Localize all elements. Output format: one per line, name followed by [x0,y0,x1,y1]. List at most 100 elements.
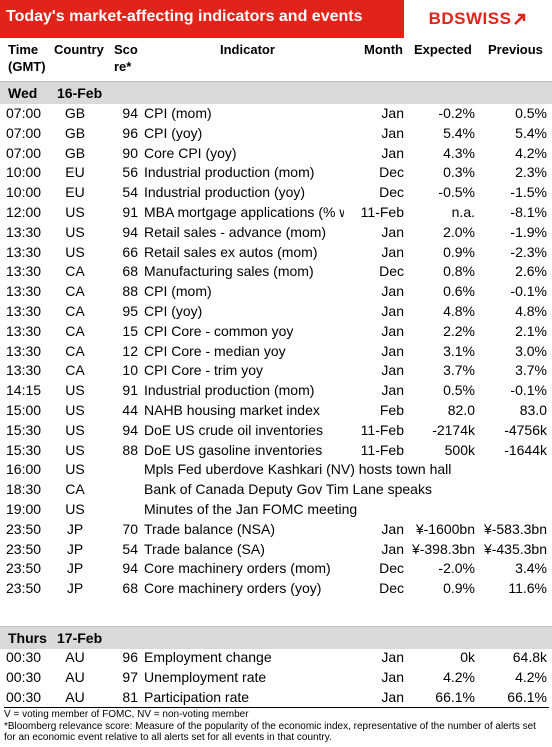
cell-score: 15 [122,322,138,339]
cell-month: Dec [379,164,404,181]
cell-previous: 83.0 [519,401,547,418]
table-row: 10:00 EU 54 Industrial production (yoy) Dec -… [0,183,552,203]
cell-score: 54 [122,540,138,557]
cell-time: 13:30 [6,322,42,339]
cell-expected: 82.0 [447,401,475,418]
cell-time: 16:00 [6,461,42,478]
cell-month: Jan [381,688,404,705]
cell-month: Jan [381,283,404,300]
cell-time: 13:30 [6,223,42,240]
cell-time: 10:00 [6,164,42,181]
cell-month: Jan [381,223,404,240]
cell-country: CA [65,283,85,300]
cell-previous: -8.1% [510,203,547,220]
table-row: 13:30 CA 12 CPI Core - median yoy Jan 3.1% 3.0… [0,342,552,362]
cell-time: 00:30 [6,649,42,665]
cell-indicator: Unemployment rate [144,668,267,685]
cell-time: 13:30 [6,243,42,260]
cell-indicator: Retail sales - advance (mom) [144,223,327,240]
cell-expected: 3.1% [443,342,475,359]
cell-expected: 0.8% [443,263,475,280]
table-row: 15:30 US 94 DoE US crude oil inventories 11-… [0,421,552,441]
cell-score: 68 [122,263,138,280]
cell-expected: -2174k [432,421,475,438]
cell-indicator: CPI (yoy) [144,302,203,319]
cell-score: 94 [122,560,138,577]
cell-country: CA [65,263,85,280]
day-label: Thurs [8,630,47,646]
page-title: Today's market-affecting indicators and … [6,8,363,25]
cell-indicator: Core machinery orders (mom) [144,560,331,577]
col-score: Sco re* [114,41,138,75]
cell-time: 13:30 [6,283,42,300]
day-date: 17-Feb [57,630,103,646]
cell-country: US [65,401,85,418]
table-row: 13:30 CA 10 CPI Core - trim yoy Jan 3.7% 3.7% [0,361,552,381]
cell-expected: -2.0% [438,560,475,577]
cell-previous: -1.9% [510,223,547,240]
cell-month: Dec [379,184,404,201]
cell-expected: ¥-398.3bn [411,540,475,557]
cell-indicator: Industrial production (yoy) [144,184,306,201]
cell-country: EU [65,184,85,201]
footnotes: V = voting member of FOMC, NV = non-voti… [4,707,549,744]
cell-previous: 4.8% [515,302,547,319]
cell-country: US [65,243,85,260]
cell-indicator: Core machinery orders (yoy) [144,580,322,597]
cell-expected: 0.6% [443,283,475,300]
cell-indicator: DoE US crude oil inventories [144,421,323,438]
cell-country: US [65,203,85,220]
cell-previous: -4756k [504,421,547,438]
cell-month: Dec [379,263,404,280]
cell-score: 68 [122,580,138,597]
cell-indicator: CPI Core - common yoy [144,322,294,339]
cell-expected: 0.3% [443,164,475,181]
footnote-score: *Bloomberg relevance score: Measure of t… [4,720,536,744]
logo-text: BDSWISS [429,9,528,29]
col-time-line1: Time [8,42,39,57]
col-month: Month [364,42,403,57]
cell-indicator: CPI Core - trim yoy [144,362,264,379]
cell-indicator: Industrial production (mom) [144,382,315,399]
col-expected: Expected [414,42,472,57]
cell-country: US [65,441,85,458]
cell-indicator: Trade balance (NSA) [144,520,275,537]
footnote-voting: V = voting member of FOMC, NV = non-voti… [4,709,249,720]
cell-indicator: CPI (mom) [144,283,212,300]
cell-score: 70 [122,520,138,537]
cell-month: Feb [379,401,404,418]
cell-score: 94 [122,421,138,438]
table-row: 13:30 US 66 Retail sales ex autos (mom) Jan 0… [0,243,552,263]
cell-score: 81 [122,688,138,705]
cell-expected: 500k [444,441,475,458]
cell-time: 23:50 [6,580,42,597]
cell-indicator: CPI (mom) [144,105,212,121]
cell-previous: 3.7% [515,362,547,379]
cell-month: Jan [381,302,404,319]
cell-score: 88 [122,441,138,458]
cell-previous: 2.1% [515,322,547,339]
table-row: 07:00 GB 96 CPI (yoy) Jan 5.4% 5.4% [0,124,552,144]
cell-country: US [65,461,85,478]
cell-indicator: DoE US gasoline inventories [144,441,323,458]
col-time: Time (GMT) [8,41,46,75]
cell-previous: -0.1% [510,382,547,399]
cell-time: 00:30 [6,688,42,705]
cell-expected: 4.2% [443,668,475,685]
cell-previous: 3.4% [515,560,547,577]
cell-expected: 0.9% [443,580,475,597]
cell-previous: 2.3% [515,164,547,181]
cell-previous: 11.6% [508,580,547,597]
table-row: 13:30 CA 15 CPI Core - common yoy Jan 2.2% 2.1… [0,322,552,342]
table-row: 07:00 GB 90 Core CPI (yoy) Jan 4.3% 4.2% [0,144,552,164]
cell-expected: 3.7% [443,362,475,379]
col-indicator: Indicator [220,42,275,57]
cell-previous: -1644k [504,441,547,458]
cell-indicator: CPI Core - median yoy [144,342,286,359]
table-row: 15:30 US 88 DoE US gasoline inventories 11-F… [0,441,552,461]
cell-indicator: Trade balance (SA) [144,540,265,557]
cell-previous: 64.8k [512,649,547,665]
cell-month: Jan [381,649,404,665]
cell-indicator: CPI (yoy) [144,124,203,141]
cell-country: JP [66,580,84,597]
